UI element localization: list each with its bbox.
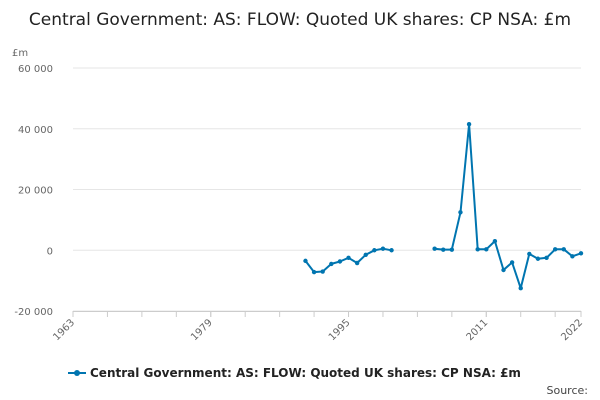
- y-axis-unit: £m: [12, 48, 28, 59]
- data-point[interactable]: [449, 247, 455, 252]
- data-point[interactable]: [329, 261, 334, 267]
- legend-swatch-icon: [68, 368, 86, 378]
- data-point[interactable]: [518, 286, 523, 291]
- data-point[interactable]: [337, 259, 343, 264]
- series-line[interactable]: [304, 247, 392, 274]
- x-tick-label: 1979: [189, 317, 215, 343]
- data-point[interactable]: [311, 269, 317, 275]
- y-tick-label: 20 000: [18, 186, 53, 197]
- data-point[interactable]: [501, 267, 506, 273]
- data-series[interactable]: [303, 121, 584, 291]
- data-point[interactable]: [484, 247, 489, 252]
- y-tick-label: 0: [47, 246, 53, 257]
- data-point[interactable]: [363, 252, 368, 258]
- y-tick-label: 40 000: [18, 125, 53, 136]
- data-point[interactable]: [570, 254, 575, 259]
- data-point[interactable]: [544, 255, 549, 261]
- data-point[interactable]: [509, 260, 515, 265]
- chart-legend[interactable]: Central Government: AS: FLOW: Quoted UK …: [68, 366, 521, 380]
- gridlines: [73, 67, 581, 312]
- data-point[interactable]: [535, 256, 541, 261]
- data-point[interactable]: [389, 248, 394, 253]
- data-point[interactable]: [475, 247, 480, 252]
- chart-title: Central Government: AS: FLOW: Quoted UK …: [28, 10, 572, 30]
- data-point[interactable]: [354, 260, 360, 266]
- y-tick-label: -20 000: [14, 307, 53, 318]
- data-point[interactable]: [303, 258, 308, 264]
- series-line[interactable]: [434, 123, 582, 290]
- data-point[interactable]: [527, 251, 532, 257]
- x-tick-label: 1963: [51, 317, 77, 343]
- data-point[interactable]: [561, 247, 566, 252]
- data-point[interactable]: [552, 247, 558, 252]
- data-point[interactable]: [380, 246, 386, 251]
- data-point[interactable]: [466, 121, 472, 127]
- data-point[interactable]: [578, 251, 584, 256]
- data-point[interactable]: [432, 246, 437, 251]
- x-tick-label: 1995: [327, 317, 353, 343]
- data-point[interactable]: [320, 269, 325, 274]
- x-tick-label: 2011: [465, 317, 491, 343]
- y-tick-label: 60 000: [18, 64, 53, 75]
- data-point[interactable]: [492, 238, 498, 244]
- data-point[interactable]: [441, 247, 446, 252]
- data-point[interactable]: [346, 255, 351, 261]
- source-label: Source:: [546, 384, 589, 397]
- x-tick-label: 2022: [559, 317, 585, 343]
- legend-label: Central Government: AS: FLOW: Quoted UK …: [90, 366, 521, 380]
- data-point[interactable]: [372, 248, 377, 253]
- data-point[interactable]: [458, 210, 463, 215]
